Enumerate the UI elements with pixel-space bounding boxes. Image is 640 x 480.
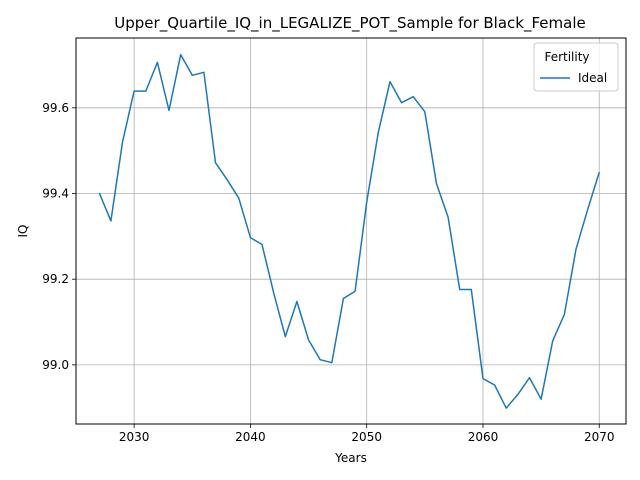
- chart-title: Upper_Quartile_IQ_in_LEGALIZE_POT_Sample…: [114, 14, 585, 33]
- legend: Fertility Ideal: [533, 42, 619, 92]
- y-tick-label: 99.4: [42, 187, 69, 201]
- x-tick-label: 2070: [584, 430, 615, 444]
- plot-frame: [75, 37, 627, 425]
- x-tick-label: 2050: [351, 430, 382, 444]
- y-tick-label: 99.0: [42, 358, 69, 372]
- x-tick-label: 2030: [119, 430, 150, 444]
- y-axis-ticks: 99.0 99.2 99.4 99.6: [42, 101, 76, 372]
- x-axis-label: Years: [334, 451, 367, 465]
- series-line-ideal: [98, 53, 601, 409]
- legend-label-ideal: Ideal: [578, 71, 607, 85]
- series-layer: [98, 53, 601, 409]
- x-tick-label: 2040: [235, 430, 266, 444]
- y-tick-label: 99.2: [42, 272, 69, 286]
- x-axis-ticks: 2030 2040 2050 2060 2070: [119, 424, 615, 444]
- y-axis-label: IQ: [16, 225, 30, 238]
- y-tick-label: 99.6: [42, 101, 69, 115]
- legend-box: [533, 42, 619, 92]
- legend-title: Fertility: [544, 50, 589, 64]
- x-tick-label: 2060: [468, 430, 499, 444]
